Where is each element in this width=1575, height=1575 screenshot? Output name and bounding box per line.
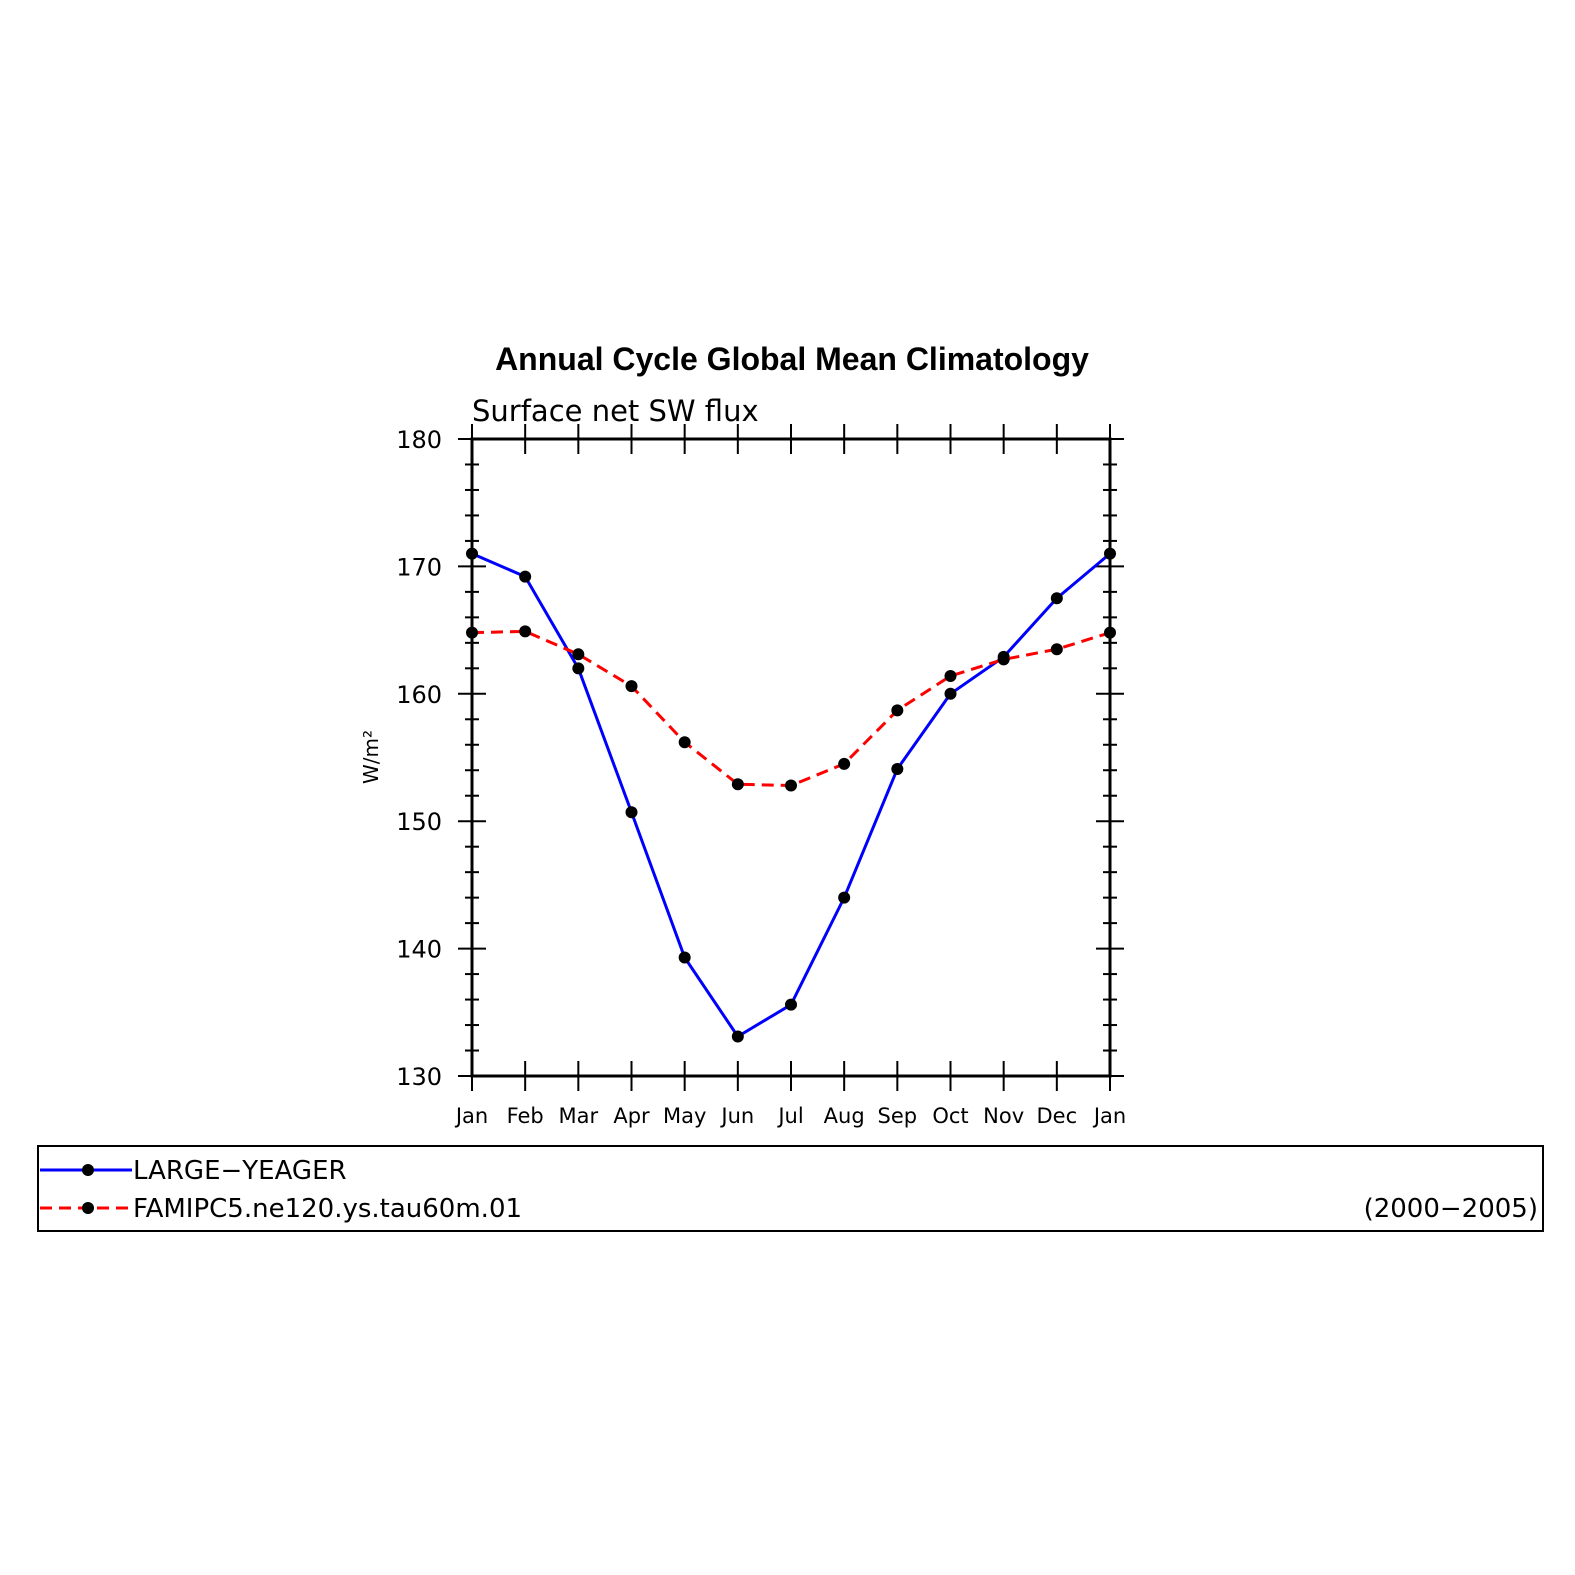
series-line-0 — [471, 552, 1111, 1039]
y-tick-label: 180 — [396, 426, 442, 454]
y-axis-label: W/m² — [359, 730, 383, 784]
y-tick-label: 140 — [396, 936, 442, 964]
data-point — [785, 998, 797, 1011]
x-tick-label: Nov — [983, 1104, 1024, 1128]
series-0 — [466, 547, 1116, 1043]
data-point — [625, 680, 638, 693]
series-1 — [466, 625, 1116, 792]
data-point — [997, 653, 1010, 666]
series-layer — [466, 547, 1116, 1043]
chart-subtitle: Surface net SW flux — [472, 394, 759, 428]
x-tick-label: Feb — [507, 1104, 544, 1128]
data-point — [731, 1030, 744, 1043]
data-point — [466, 626, 478, 639]
x-tick-label: Jan — [454, 1104, 488, 1128]
data-point — [838, 891, 851, 904]
legend-label-0: LARGE−YEAGER — [133, 1156, 347, 1186]
data-point — [891, 704, 904, 717]
x-tick-label: Dec — [1037, 1104, 1078, 1128]
data-point — [466, 547, 478, 560]
data-point — [678, 736, 691, 749]
chart-title: Annual Cycle Global Mean Climatology — [495, 341, 1089, 377]
data-point — [519, 625, 532, 638]
x-tick-label: Aug — [824, 1104, 865, 1128]
data-point — [785, 779, 797, 792]
data-point — [944, 687, 957, 700]
x-tick-label: Jul — [776, 1104, 803, 1128]
plot-frame — [470, 437, 1112, 1078]
data-point — [1050, 643, 1063, 656]
data-point — [572, 648, 585, 661]
data-point — [944, 669, 957, 682]
data-point — [678, 951, 691, 964]
data-point — [572, 662, 585, 675]
data-point — [625, 806, 638, 819]
y-tick-label: 130 — [396, 1063, 442, 1091]
data-point — [891, 762, 904, 775]
legend-period-note: (2000−2005) — [1364, 1194, 1538, 1224]
data-point — [731, 778, 744, 791]
legend-marker-0 — [82, 1164, 94, 1176]
data-point — [1050, 592, 1063, 605]
x-tick-label: Oct — [932, 1104, 968, 1128]
x-tick-label: Jun — [719, 1104, 754, 1128]
data-point — [838, 757, 851, 770]
axes: 130 140 150 160 170 180 Jan Feb Mar Apr May Jun Jul A… — [396, 424, 1126, 1128]
data-point — [1104, 626, 1116, 639]
x-tick-label: Sep — [878, 1104, 918, 1128]
data-point — [519, 570, 532, 583]
y-tick-label: 160 — [396, 681, 442, 709]
y-tick-label: 170 — [396, 553, 442, 581]
y-tick-label: 150 — [396, 808, 442, 836]
legend-marker-1 — [82, 1202, 94, 1214]
x-tick-label: Jan — [1092, 1104, 1126, 1128]
legend-box — [37, 1145, 1544, 1232]
x-tick-label: Apr — [613, 1104, 650, 1128]
x-tick-label: May — [663, 1104, 706, 1128]
legend-label-1: FAMIPC5.ne120.ys.tau60m.01 — [133, 1194, 522, 1224]
data-point — [1104, 547, 1116, 560]
x-tick-label: Mar — [559, 1104, 599, 1128]
legend: LARGE−YEAGER FAMIPC5.ne120.ys.tau60m.01 (2… — [37, 1145, 1544, 1232]
series-line-1 — [471, 629, 1111, 788]
